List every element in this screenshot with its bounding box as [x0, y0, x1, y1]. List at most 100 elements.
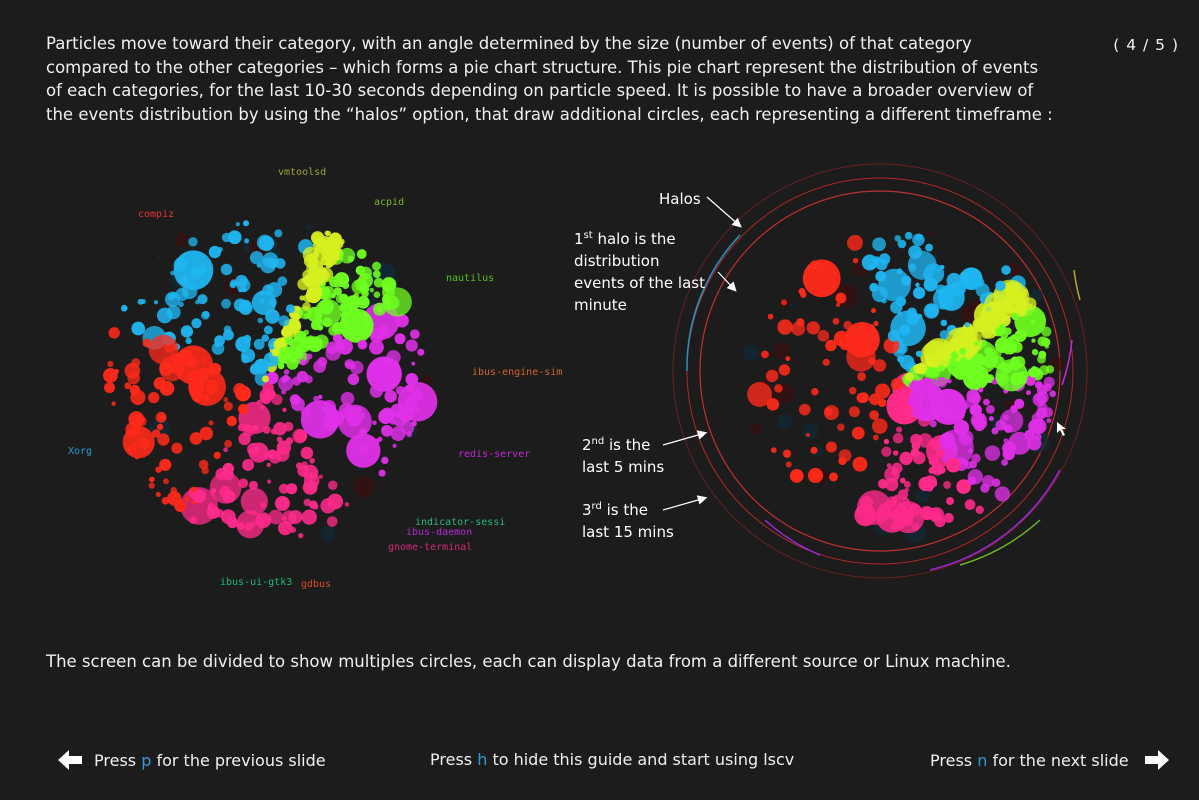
left-particle	[356, 295, 370, 309]
halo-inner	[699, 190, 1061, 552]
left-particle	[163, 478, 169, 485]
left-particle	[268, 509, 284, 525]
right-particle	[785, 461, 792, 468]
left-particle	[310, 231, 325, 245]
left-particle	[267, 479, 272, 484]
left-particle	[261, 334, 270, 342]
left-particle	[249, 251, 264, 265]
left-particle	[293, 336, 300, 343]
right-particle	[1006, 336, 1013, 343]
right-particle	[991, 427, 999, 435]
first-halo-line3: events of the last	[574, 274, 705, 292]
right-particle	[810, 446, 818, 454]
left-particle	[275, 447, 290, 462]
left-particle	[242, 459, 255, 471]
category-label-ibus-engine-sim: ibus-engine-sim	[472, 367, 562, 378]
left-particle	[253, 358, 269, 375]
right-particle	[796, 318, 805, 327]
left-particle	[381, 424, 393, 437]
left-particle	[131, 321, 146, 336]
right-particle	[767, 313, 774, 320]
right-particle	[939, 330, 949, 340]
right-particle	[781, 299, 788, 306]
right-particle	[904, 372, 914, 382]
halo-arc-purple-2	[764, 519, 821, 556]
right-particle	[837, 423, 845, 431]
right-particle	[869, 410, 879, 420]
left-particle	[297, 277, 310, 291]
third-halo-line2: last 15 mins	[582, 523, 674, 541]
left-particle	[373, 302, 387, 316]
left-particle	[170, 486, 177, 494]
left-particle	[303, 329, 309, 335]
right-particle	[1041, 337, 1051, 347]
left-particle	[417, 348, 425, 356]
left-particle	[158, 413, 166, 421]
left-particle	[333, 287, 342, 296]
category-label-xorg: Xorg	[68, 446, 92, 457]
left-particle	[285, 304, 295, 314]
hide-guide-hint[interactable]: Press h to hide this guide and start usi…	[430, 750, 794, 769]
right-particle	[874, 383, 891, 399]
right-particle	[935, 349, 943, 357]
right-particle	[886, 463, 892, 469]
left-particle	[277, 520, 293, 536]
right-particle	[1031, 338, 1036, 343]
left-particle	[207, 502, 215, 510]
left-particle	[288, 510, 303, 524]
halo-arc-magenta	[1061, 339, 1073, 386]
left-particle	[359, 428, 368, 437]
left-particle	[236, 510, 265, 539]
left-particle	[237, 403, 249, 415]
left-particle	[372, 270, 381, 278]
right-particle	[1023, 297, 1037, 311]
right-particle	[991, 478, 1001, 487]
right-particle	[1011, 312, 1019, 321]
left-particle	[309, 292, 314, 298]
left-particle	[345, 361, 352, 368]
left-particle	[378, 325, 390, 337]
category-label-vmtoolsd: vmtoolsd	[278, 167, 326, 178]
right-particle	[975, 505, 984, 514]
right-particle	[964, 321, 970, 328]
left-particle	[103, 368, 118, 383]
left-particle	[192, 487, 198, 493]
right-particle	[847, 234, 863, 251]
left-particle	[322, 294, 329, 301]
right-particle	[844, 321, 880, 358]
right-particle	[910, 448, 920, 458]
left-particle	[223, 447, 229, 453]
left-particle	[310, 320, 322, 331]
next-slide-hint[interactable]: Press n for the next slide	[930, 750, 1169, 770]
right-particle	[976, 356, 986, 366]
right-particle	[899, 324, 911, 336]
left-particle	[257, 317, 264, 324]
right-particle	[943, 512, 954, 523]
left-particle	[151, 429, 161, 438]
left-particle	[240, 487, 268, 516]
previous-slide-hint[interactable]: Press p for the previous slide	[58, 750, 326, 770]
category-label-indicator-sessi: indicator-sessi	[415, 517, 505, 528]
right-particle	[852, 456, 868, 472]
right-particle	[1031, 348, 1039, 356]
left-particle	[356, 249, 367, 259]
right-particle	[851, 426, 865, 440]
left-particle	[300, 461, 309, 469]
right-particle	[978, 419, 988, 429]
left-particle	[380, 407, 395, 422]
right-particle	[1044, 344, 1050, 349]
right-particle	[828, 472, 839, 482]
right-particle	[925, 354, 939, 368]
first-halo-line2: distribution	[574, 252, 659, 270]
right-particle	[906, 307, 917, 318]
right-particle	[978, 387, 984, 393]
right-particle	[976, 371, 989, 384]
left-particle	[229, 281, 237, 289]
right-particle	[778, 364, 791, 376]
right-particle	[946, 284, 958, 296]
left-particle	[285, 437, 294, 445]
left-particle	[180, 487, 218, 525]
left-particle	[313, 244, 330, 261]
left-particle	[382, 287, 412, 317]
left-particle	[404, 396, 418, 409]
